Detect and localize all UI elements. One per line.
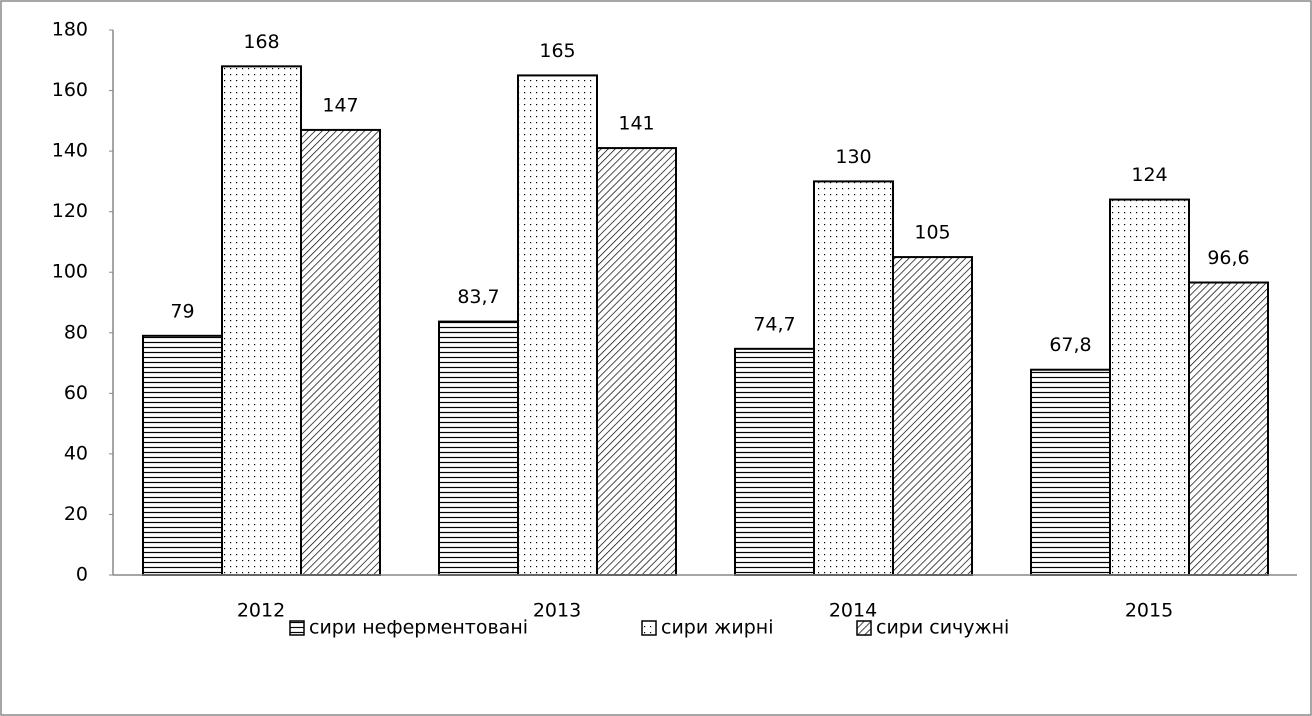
value-label: 141 <box>618 113 654 135</box>
y-tick-label: 0 <box>76 564 88 586</box>
legend-label: сири сичужні <box>876 617 1009 639</box>
bar <box>517 74 598 577</box>
value-label: 165 <box>539 40 575 62</box>
bar <box>734 347 815 577</box>
legend-marker <box>289 620 305 636</box>
legend-label: сири неферментовані <box>309 617 528 639</box>
y-tick-label: 160 <box>52 79 88 101</box>
bar <box>596 147 677 576</box>
x-tick-label: 2012 <box>237 600 285 622</box>
value-label: 83,7 <box>457 286 499 308</box>
legend-marker <box>641 620 657 636</box>
bar <box>892 256 973 576</box>
value-label: 79 <box>170 300 194 322</box>
y-tick-label: 60 <box>64 382 88 404</box>
x-tick-label: 2015 <box>1125 600 1173 622</box>
value-label: 96,6 <box>1207 247 1249 269</box>
bar <box>813 180 894 576</box>
y-tick-label: 180 <box>52 19 88 41</box>
value-label: 147 <box>322 94 358 116</box>
x-tick-label: 2013 <box>533 600 581 622</box>
x-tick-label: 2014 <box>829 600 877 622</box>
value-label: 105 <box>914 222 950 244</box>
value-label: 168 <box>243 31 279 53</box>
value-label: 67,8 <box>1049 334 1091 356</box>
y-tick-label: 100 <box>52 261 88 283</box>
bar <box>300 128 381 577</box>
bar <box>142 334 223 576</box>
y-tick-label: 40 <box>64 442 88 464</box>
y-tick-label: 80 <box>64 321 88 343</box>
bar <box>1188 281 1269 576</box>
bar <box>221 65 302 576</box>
value-label: 74,7 <box>753 313 795 335</box>
bar <box>1030 368 1111 577</box>
y-tick-label: 140 <box>52 140 88 162</box>
y-tick-label: 20 <box>64 503 88 525</box>
legend-label: сири жирні <box>661 617 773 639</box>
y-tick-label: 120 <box>52 200 88 222</box>
legend-marker <box>856 620 872 636</box>
bar <box>438 320 519 577</box>
bar <box>1109 198 1190 577</box>
value-label: 130 <box>835 146 871 168</box>
value-label: 124 <box>1131 164 1167 186</box>
